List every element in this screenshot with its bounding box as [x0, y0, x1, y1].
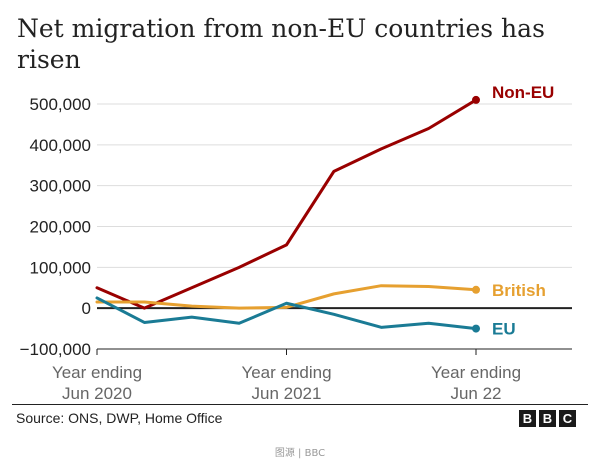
- series-label-british: British: [492, 281, 546, 300]
- image-caption: 图源 | BBC: [274, 448, 326, 459]
- x-tick-label-line2: Jun 22: [450, 384, 501, 403]
- series-end-dot-eu: [472, 324, 480, 333]
- x-tick-label-line1: Year ending: [52, 363, 142, 382]
- series-label-eu: EU: [492, 320, 516, 339]
- y-tick-label: 200,000: [30, 218, 91, 237]
- series-line-eu: [95, 296, 478, 331]
- source-note: Source: ONS, DWP, Home Office: [16, 410, 223, 426]
- logo-letter-b1: B: [519, 410, 536, 427]
- y-tick-label: −100,000: [20, 340, 91, 359]
- logo-letter-c: C: [559, 410, 576, 427]
- series-label-non-eu: Non-EU: [492, 83, 554, 102]
- series-line-non-eu: [95, 98, 478, 310]
- x-tick-label-line2: Jun 2020: [62, 384, 132, 403]
- y-tick-label: 300,000: [30, 177, 91, 196]
- chart-canvas: −100,000 0 100,000 200,000 300,000 400,000 500…: [20, 83, 572, 403]
- x-tick-label-line1: Year ending: [241, 363, 331, 382]
- gridlines: [97, 103, 572, 268]
- y-tick-label: 500,000: [30, 95, 91, 114]
- y-tick-label: 400,000: [30, 136, 91, 155]
- chart-card: Net migration from non-EU countries has …: [12, 14, 588, 427]
- axes: [96, 307, 572, 355]
- x-tick-label-line1: Year ending: [431, 363, 521, 382]
- y-tick-label: 100,000: [30, 258, 91, 277]
- x-tick-label-line2: Jun 2021: [252, 384, 322, 403]
- chart-title: Net migration from non-EU countries has …: [17, 14, 545, 74]
- series-end-dot-non-eu: [472, 95, 480, 104]
- logo-letter-b2: B: [539, 410, 556, 427]
- series-lines: [95, 95, 480, 333]
- series-end-dot-british: [472, 285, 480, 294]
- labels: −100,000 0 100,000 200,000 300,000 400,000 500…: [20, 83, 555, 403]
- y-tick-label: 0: [82, 299, 91, 318]
- bbc-logo: B B C: [519, 410, 576, 427]
- series-line-british: [95, 284, 478, 310]
- source-divider: [12, 404, 588, 405]
